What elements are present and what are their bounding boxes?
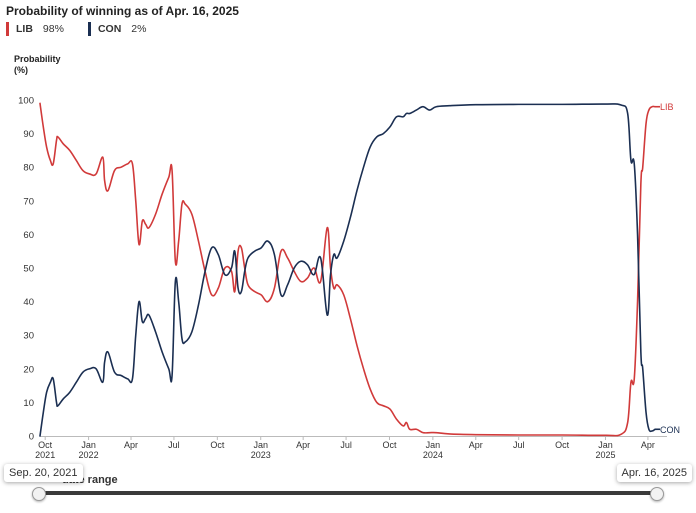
legend-value-lib: 98% [42,23,64,35]
y-tick-label: 70 [23,196,34,207]
x-tick-label: Apr [124,440,138,450]
x-tick-label: Apr [296,440,310,450]
x-tick-label: Oct [382,440,397,450]
x-tick-year-label: 2023 [251,450,271,460]
date-range-track[interactable] [38,491,656,495]
legend-swatch-con [87,22,91,36]
y-tick-label: 20 [23,364,34,375]
chart-title: Probability of winning as of Apr. 16, 20… [6,4,239,18]
y-tick-label: 40 [23,297,34,308]
legend-item-con: CON 2% [87,22,147,36]
y-tick-label: 60 [23,230,34,241]
x-tick-label: Jan [253,440,268,450]
legend-name-lib: LIB [16,23,33,35]
x-tick-label: Jan [81,440,96,450]
y-tick-label: 10 [23,398,34,409]
x-tick-year-label: 2024 [423,450,443,460]
y-axis-label-text: Probability (%) [14,54,61,75]
x-tick-label: Jan [426,440,441,450]
x-tick-label: Oct [210,440,225,450]
legend-name-con: CON [97,23,122,35]
series-end-label-con: CON [660,425,680,435]
x-tick-label: Apr [641,440,655,450]
y-tick-label: 80 [23,163,34,174]
y-tick-label: 30 [23,331,34,342]
y-tick-label: 100 [18,96,34,107]
series-line-lib [39,102,656,437]
x-tick-label: Jul [340,440,352,450]
x-tick-label: Apr [469,440,483,450]
x-tick-year-label: 2021 [35,450,55,460]
date-range-end-handle[interactable] [650,487,664,501]
y-axis-label: Probability (%) [14,54,61,76]
date-range-start-handle[interactable] [32,487,46,501]
date-range-end-value: Apr. 16, 2025 [616,464,692,482]
x-tick-label: Jan [598,440,613,450]
legend: LIB 98% CON 2% [6,22,170,36]
series-end-label-lib: LIB [660,102,674,112]
x-tick-label: Jul [168,440,180,450]
y-tick-label: 90 [23,129,34,140]
x-tick-label: Jul [513,440,525,450]
x-tick-label: Oct [38,440,53,450]
y-tick-label: 50 [23,264,34,275]
y-tick-label: 0 [29,432,34,443]
x-tick-year-label: 2025 [595,450,615,460]
legend-item-lib: LIB 98% [6,22,64,36]
legend-swatch-lib [6,22,9,36]
date-range-start-value: Sep. 20, 2021 [4,464,83,482]
legend-value-con: 2% [131,23,147,35]
series-line-con [39,103,656,437]
x-tick-year-label: 2022 [79,450,99,460]
x-tick-label: Oct [555,440,570,450]
